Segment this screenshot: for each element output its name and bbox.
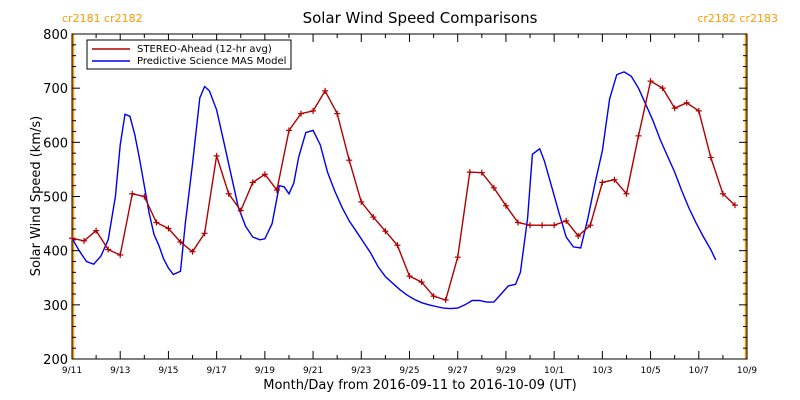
y-tick-label: 400 bbox=[43, 245, 68, 260]
data-point-marker bbox=[261, 171, 268, 178]
plot-frame bbox=[71, 33, 748, 360]
data-point-marker bbox=[478, 169, 485, 176]
data-point-marker bbox=[93, 227, 100, 234]
x-tick-label: 9/19 bbox=[255, 366, 275, 376]
data-point-marker bbox=[430, 293, 437, 300]
y-tick-label: 500 bbox=[43, 191, 68, 206]
x-tick-label: 10/3 bbox=[592, 366, 612, 376]
data-point-marker bbox=[117, 252, 124, 258]
data-point-marker bbox=[310, 107, 317, 114]
x-tick-label: 9/25 bbox=[399, 366, 419, 376]
x-tick-label: 9/27 bbox=[448, 366, 468, 376]
data-point-marker bbox=[189, 248, 196, 255]
data-point-marker bbox=[213, 152, 220, 159]
data-point-marker bbox=[129, 190, 136, 197]
data-point-marker bbox=[285, 127, 292, 134]
data-point-marker bbox=[731, 202, 738, 209]
data-point-marker bbox=[442, 296, 449, 303]
data-point-marker bbox=[394, 242, 401, 249]
data-point-marker bbox=[587, 222, 594, 229]
data-point-marker bbox=[237, 207, 244, 214]
data-point-marker bbox=[635, 132, 642, 139]
y-tick-label: 300 bbox=[43, 299, 68, 314]
y-axis-label: Solar Wind Speed (km/s) bbox=[29, 116, 44, 276]
data-point-marker bbox=[719, 190, 726, 197]
data-point-marker bbox=[346, 157, 353, 164]
data-point-marker bbox=[707, 154, 714, 161]
data-point-marker bbox=[225, 190, 232, 197]
y-tick-label: 700 bbox=[43, 82, 68, 97]
x-tick-label: 9/11 bbox=[62, 366, 82, 376]
data-point-marker bbox=[695, 107, 702, 114]
data-point-marker bbox=[539, 222, 546, 229]
series-line bbox=[71, 80, 736, 301]
x-tick-label: 9/23 bbox=[351, 366, 371, 376]
data-point-marker bbox=[611, 176, 618, 183]
x-axis-label: Month/Day from 2016-09-11 to 2016-10-09 … bbox=[263, 378, 576, 393]
data-point-marker bbox=[647, 78, 654, 85]
data-point-marker bbox=[358, 198, 365, 205]
data-point-marker bbox=[105, 246, 112, 253]
data-point-marker bbox=[141, 193, 148, 200]
y-tick-label: 200 bbox=[43, 353, 68, 368]
x-tick-label: 10/9 bbox=[737, 366, 757, 376]
legend-label-mas-model: Predictive Science MAS Model bbox=[137, 56, 286, 67]
x-tick-label: 10/5 bbox=[640, 366, 660, 376]
legend-box bbox=[86, 39, 292, 70]
x-tick-label: 9/13 bbox=[110, 366, 130, 376]
x-tick-label: 10/7 bbox=[689, 366, 709, 376]
data-point-marker bbox=[502, 202, 509, 209]
axis-ticks: 200 300 400 500 600 700 800 9/11 9/13 9/15 9/17 9/1… bbox=[43, 28, 757, 376]
data-point-marker bbox=[153, 219, 160, 226]
legend: STEREO-Ahead (12-hr avg) Predictive Scie… bbox=[86, 39, 292, 70]
data-point-marker bbox=[165, 225, 172, 232]
data-point-marker bbox=[490, 184, 497, 191]
series-layer bbox=[69, 71, 738, 310]
data-point-marker bbox=[418, 279, 425, 286]
data-point-marker bbox=[527, 222, 534, 229]
series-line bbox=[71, 71, 717, 310]
chart-title: Solar Wind Speed Comparisons bbox=[303, 9, 538, 27]
data-point-marker bbox=[514, 219, 521, 226]
data-point-marker bbox=[599, 179, 606, 186]
data-point-marker bbox=[671, 105, 678, 112]
data-point-marker bbox=[563, 217, 570, 224]
data-point-marker bbox=[322, 87, 329, 94]
x-tick-label: 10/1 bbox=[544, 366, 564, 376]
data-point-marker bbox=[454, 254, 461, 261]
data-point-marker bbox=[298, 110, 305, 117]
data-point-marker bbox=[659, 85, 666, 92]
data-point-marker bbox=[334, 110, 341, 117]
carrington-label: cr2181 cr2182 bbox=[62, 12, 143, 25]
data-point-marker bbox=[575, 233, 582, 240]
data-point-marker bbox=[406, 273, 413, 280]
y-tick-label: 800 bbox=[43, 28, 68, 43]
data-point-marker bbox=[177, 239, 184, 245]
data-point-marker bbox=[201, 230, 208, 237]
data-point-marker bbox=[81, 237, 88, 244]
x-tick-label: 9/17 bbox=[207, 366, 227, 376]
data-point-marker bbox=[382, 228, 389, 235]
data-point-marker bbox=[683, 99, 690, 106]
x-tick-label: 9/21 bbox=[303, 366, 323, 376]
x-tick-label: 9/15 bbox=[158, 366, 178, 376]
data-point-marker bbox=[623, 190, 630, 197]
legend-label-stereo: STEREO-Ahead (12-hr avg) bbox=[137, 44, 272, 55]
data-point-marker bbox=[69, 235, 75, 242]
data-point-marker bbox=[273, 187, 280, 193]
data-point-marker bbox=[370, 214, 377, 221]
y-tick-label: 600 bbox=[43, 136, 68, 151]
carrington-label: cr2182 cr2183 bbox=[697, 12, 778, 25]
data-point-marker bbox=[466, 169, 473, 176]
data-point-marker bbox=[249, 179, 256, 186]
data-point-marker bbox=[551, 222, 558, 229]
x-tick-label: 9/29 bbox=[496, 366, 516, 376]
